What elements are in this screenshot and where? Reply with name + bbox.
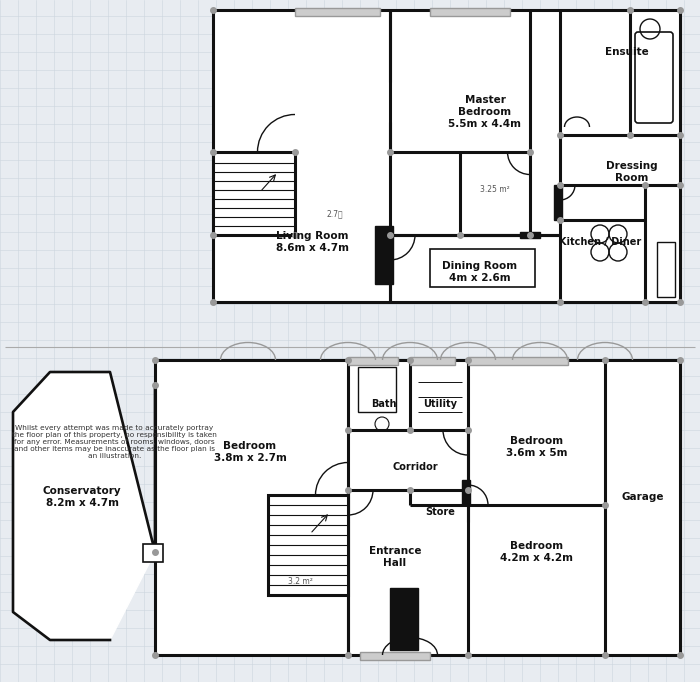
- Text: Dressing
Room: Dressing Room: [606, 161, 658, 183]
- Bar: [360, 652, 430, 660]
- Bar: [468, 357, 568, 365]
- Bar: [554, 185, 562, 220]
- Bar: [390, 588, 418, 650]
- Bar: [430, 249, 535, 287]
- Text: Store: Store: [425, 507, 455, 517]
- Text: Whilst every attempt was made to accurately portray
the floor plan of this prope: Whilst every attempt was made to accurat…: [12, 425, 217, 459]
- Text: Entrance
Hall: Entrance Hall: [369, 546, 421, 568]
- Bar: [213, 10, 680, 302]
- Bar: [657, 242, 675, 297]
- Bar: [143, 544, 163, 562]
- Text: Conservatory
8.2m x 4.7m: Conservatory 8.2m x 4.7m: [43, 486, 121, 508]
- Text: Bedroom
3.6m x 5m: Bedroom 3.6m x 5m: [506, 436, 568, 458]
- Bar: [462, 480, 470, 505]
- Text: Bedroom
4.2m x 4.2m: Bedroom 4.2m x 4.2m: [500, 542, 573, 563]
- Text: Corridor: Corridor: [392, 462, 438, 472]
- Text: Living Room
8.6m x 4.7m: Living Room 8.6m x 4.7m: [276, 231, 349, 253]
- FancyBboxPatch shape: [635, 32, 673, 123]
- Text: Ensuite: Ensuite: [605, 47, 649, 57]
- Polygon shape: [13, 372, 155, 640]
- Bar: [348, 357, 398, 365]
- Text: Bedroom
3.8m x 2.7m: Bedroom 3.8m x 2.7m: [214, 441, 286, 463]
- Bar: [375, 226, 393, 284]
- Text: 3.25 m²: 3.25 m²: [480, 186, 510, 194]
- Text: 3.2 m²: 3.2 m²: [288, 578, 312, 587]
- Bar: [430, 8, 510, 16]
- Text: Kitchen / Diner: Kitchen / Diner: [559, 237, 641, 247]
- Bar: [410, 357, 455, 365]
- Text: Master
Bedroom
5.5m x 4.4m: Master Bedroom 5.5m x 4.4m: [449, 95, 522, 129]
- Text: Garage: Garage: [622, 492, 664, 502]
- Text: Dining Room
4m x 2.6m: Dining Room 4m x 2.6m: [442, 261, 517, 283]
- Bar: [295, 8, 380, 16]
- Bar: [155, 360, 680, 655]
- Bar: [268, 495, 348, 595]
- Text: 2.7㎡: 2.7㎡: [327, 209, 343, 218]
- Text: Utility: Utility: [423, 399, 457, 409]
- Bar: [213, 152, 295, 235]
- Bar: [358, 367, 396, 412]
- Bar: [520, 232, 540, 238]
- Text: Bath: Bath: [371, 399, 397, 409]
